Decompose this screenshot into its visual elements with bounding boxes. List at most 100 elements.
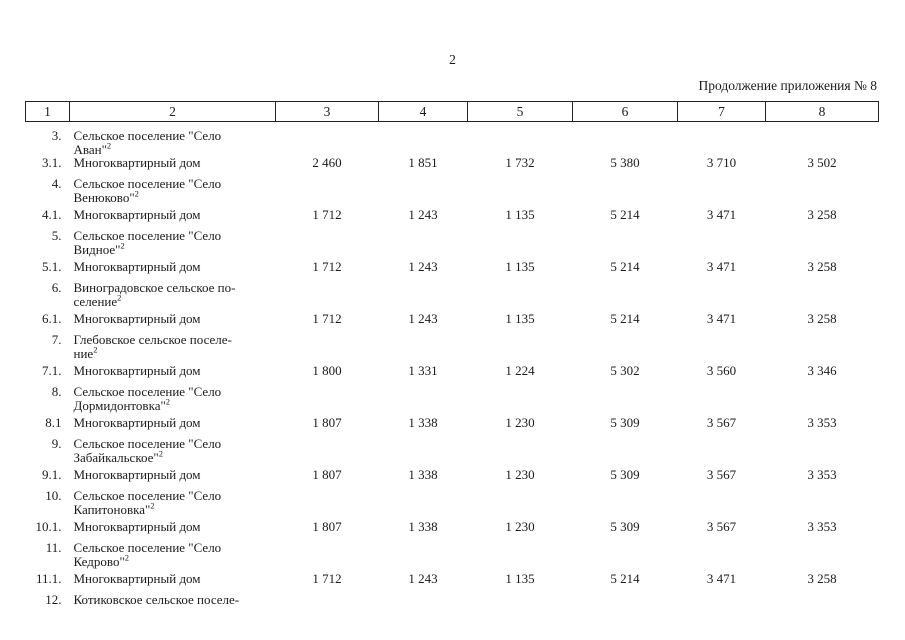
- footnote-superscript: 2: [150, 500, 155, 511]
- value-cell: [379, 177, 468, 208]
- value-cell: [276, 489, 379, 520]
- building-row: 7.1. Многоквартирный дом 1 800 1 331 1 224 5 …: [26, 364, 879, 385]
- value-cell: 1 230: [505, 415, 535, 430]
- settlement-row: 4. Сельское поселение "Село Венюково"2: [26, 177, 879, 208]
- value-cell: [276, 541, 379, 572]
- value-cell: 3 353: [807, 467, 837, 482]
- row-title: Многоквартирный дом: [73, 519, 201, 534]
- value-cell: [678, 229, 766, 260]
- value-cell: 1 732: [505, 155, 535, 170]
- column-header: 7: [677, 101, 766, 122]
- value-cell: 3 471: [706, 571, 737, 586]
- value-cell: [573, 385, 678, 416]
- row-title: Сельское поселение "Село Кедрово"2: [73, 540, 222, 569]
- value-cell: [468, 229, 573, 260]
- value-cell: 1 338: [408, 415, 438, 430]
- value-cell: 3 353: [807, 415, 837, 430]
- value-cell: 3 502: [807, 155, 837, 170]
- column-header: 1: [25, 101, 70, 122]
- value-cell: [276, 122, 379, 157]
- row-number: 5.: [51, 228, 62, 243]
- value-cell: [276, 229, 379, 260]
- value-cell: [379, 541, 468, 572]
- row-title: Многоквартирный дом: [73, 415, 201, 430]
- value-cell: 1 243: [408, 259, 438, 274]
- value-cell: 1 807: [312, 467, 342, 482]
- row-number: 5.1.: [42, 259, 62, 274]
- value-cell: 3 471: [706, 207, 737, 222]
- value-cell: 1 243: [408, 571, 438, 586]
- value-cell: 5 309: [610, 415, 640, 430]
- value-cell: [379, 122, 468, 157]
- row-title: Многоквартирный дом: [73, 311, 201, 326]
- value-cell: [379, 437, 468, 468]
- value-cell: [379, 385, 468, 416]
- footnote-superscript: 2: [165, 396, 171, 407]
- value-cell: [678, 593, 766, 624]
- value-cell: [766, 281, 879, 312]
- building-row: 3.1. Многоквартирный дом 2 460 1 851 1 732 5 …: [26, 156, 879, 177]
- row-number: 11.1.: [35, 571, 62, 586]
- value-cell: [468, 333, 573, 364]
- row-title: Многоквартирный дом: [73, 207, 201, 222]
- value-cell: 1 338: [408, 467, 438, 482]
- value-cell: 1 230: [505, 467, 535, 482]
- row-title: Сельское поселение "Село Венюково"2: [73, 176, 222, 205]
- footnote-superscript: 2: [124, 552, 129, 563]
- building-row: 11.1. Многоквартирный дом 1 712 1 243 1 135 5…: [26, 572, 879, 593]
- row-number: 3.1.: [42, 155, 62, 170]
- settlement-row: 7. Глебовское сельское поселе-ние2: [26, 333, 879, 364]
- value-cell: [766, 229, 879, 260]
- value-cell: 3 567: [706, 415, 737, 430]
- row-number: 9.: [51, 436, 62, 451]
- building-row: 6.1. Многоквартирный дом 1 712 1 243 1 135 5 …: [26, 312, 879, 333]
- column-header: 6: [572, 101, 678, 122]
- settlement-row: 10. Сельское поселение "Село Капитоновка"2: [26, 489, 879, 520]
- row-number: 6.: [51, 280, 62, 295]
- settlement-row: 11. Сельское поселение "Село Кедрово"2: [26, 541, 879, 572]
- value-cell: 5 214: [610, 571, 640, 586]
- footnote-superscript: 2: [134, 188, 139, 199]
- value-cell: [468, 593, 573, 624]
- value-cell: [276, 333, 379, 364]
- value-cell: [468, 541, 573, 572]
- value-cell: 3 560: [706, 363, 737, 378]
- footnote-superscript: 2: [120, 240, 125, 251]
- value-cell: 3 258: [807, 311, 837, 326]
- value-cell: 1 243: [408, 311, 438, 326]
- row-number: 6.1.: [42, 311, 62, 326]
- footnote-superscript: 2: [106, 140, 112, 151]
- value-cell: [766, 489, 879, 520]
- value-cell: 1 338: [408, 519, 438, 534]
- value-cell: [573, 229, 678, 260]
- row-title: Сельское поселение "Село Видное"2: [73, 228, 222, 257]
- value-cell: 3 258: [807, 259, 837, 274]
- value-cell: [766, 437, 879, 468]
- row-number: 8.: [51, 384, 62, 399]
- value-cell: 3 258: [807, 571, 837, 586]
- value-cell: [573, 122, 678, 157]
- settlement-row: 12. Котиковское сельское поселе-: [26, 593, 879, 624]
- value-cell: 1 807: [312, 415, 342, 430]
- settlement-row: 9. Сельское поселение "Село Забайкальское"…: [26, 437, 879, 468]
- row-title: Котиковское сельское поселе-: [73, 592, 240, 607]
- table-body: 3. Сельское поселение "Село Аван"2 3.1. Мног…: [26, 122, 879, 625]
- row-number: 11.: [45, 540, 62, 555]
- value-cell: 1 712: [312, 207, 342, 222]
- row-title: Многоквартирный дом: [73, 467, 201, 482]
- value-cell: [573, 177, 678, 208]
- value-cell: [766, 385, 879, 416]
- footnote-superscript: 2: [93, 344, 98, 355]
- value-cell: [678, 122, 766, 157]
- row-title: Сельское поселение "Село Забайкальское"2: [73, 436, 222, 465]
- column-header: 2: [69, 101, 276, 122]
- building-row: 5.1. Многоквартирный дом 1 712 1 243 1 135 5 …: [26, 260, 879, 281]
- building-row: 10.1. Многоквартирный дом 1 807 1 338 1 230 5…: [26, 520, 879, 541]
- row-title: Многоквартирный дом: [73, 363, 201, 378]
- value-cell: [276, 385, 379, 416]
- value-cell: 3 710: [706, 155, 737, 170]
- column-header: 3: [275, 101, 379, 122]
- value-cell: [678, 385, 766, 416]
